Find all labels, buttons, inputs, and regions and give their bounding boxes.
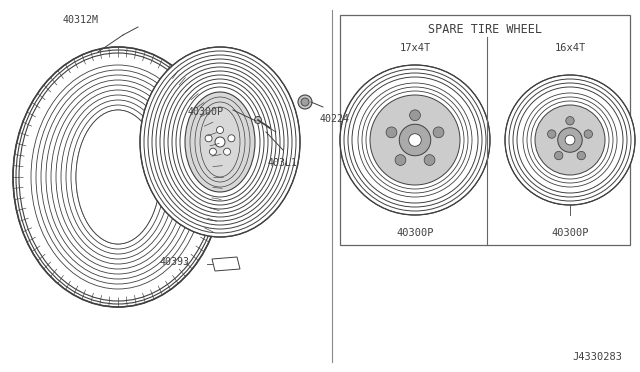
Circle shape xyxy=(340,65,490,215)
Circle shape xyxy=(228,135,235,142)
Ellipse shape xyxy=(185,92,255,192)
Bar xyxy=(340,15,630,245)
Circle shape xyxy=(535,105,605,175)
Text: 40300P: 40300P xyxy=(396,228,434,238)
Circle shape xyxy=(216,126,223,134)
Circle shape xyxy=(410,110,420,121)
Circle shape xyxy=(424,155,435,166)
Circle shape xyxy=(409,134,421,146)
Text: SPARE TIRE WHEEL: SPARE TIRE WHEEL xyxy=(428,23,542,36)
Text: 40224: 40224 xyxy=(320,114,350,124)
Circle shape xyxy=(209,148,216,155)
Ellipse shape xyxy=(76,110,160,244)
Text: J4330283: J4330283 xyxy=(572,352,622,362)
Circle shape xyxy=(215,137,225,147)
Circle shape xyxy=(547,130,556,138)
Circle shape xyxy=(370,95,460,185)
Circle shape xyxy=(505,75,635,205)
Circle shape xyxy=(566,116,574,125)
Circle shape xyxy=(223,148,230,155)
Text: 17x4T: 17x4T xyxy=(399,43,431,53)
Circle shape xyxy=(433,127,444,138)
Text: 40300P: 40300P xyxy=(188,107,224,117)
Circle shape xyxy=(386,127,397,138)
Circle shape xyxy=(577,151,586,160)
Text: 40393: 40393 xyxy=(160,257,190,267)
Text: 16x4T: 16x4T xyxy=(554,43,586,53)
Circle shape xyxy=(565,135,575,145)
Circle shape xyxy=(301,98,309,106)
Ellipse shape xyxy=(13,47,223,307)
Circle shape xyxy=(584,130,593,138)
Text: 403L1: 403L1 xyxy=(268,158,298,168)
Circle shape xyxy=(554,151,563,160)
Circle shape xyxy=(557,128,582,152)
Ellipse shape xyxy=(140,47,300,237)
Circle shape xyxy=(298,95,312,109)
Text: 40300P: 40300P xyxy=(551,228,589,238)
Circle shape xyxy=(255,116,262,124)
Circle shape xyxy=(399,124,431,156)
Text: 40312M: 40312M xyxy=(63,15,99,25)
Circle shape xyxy=(205,135,212,142)
Circle shape xyxy=(395,155,406,166)
